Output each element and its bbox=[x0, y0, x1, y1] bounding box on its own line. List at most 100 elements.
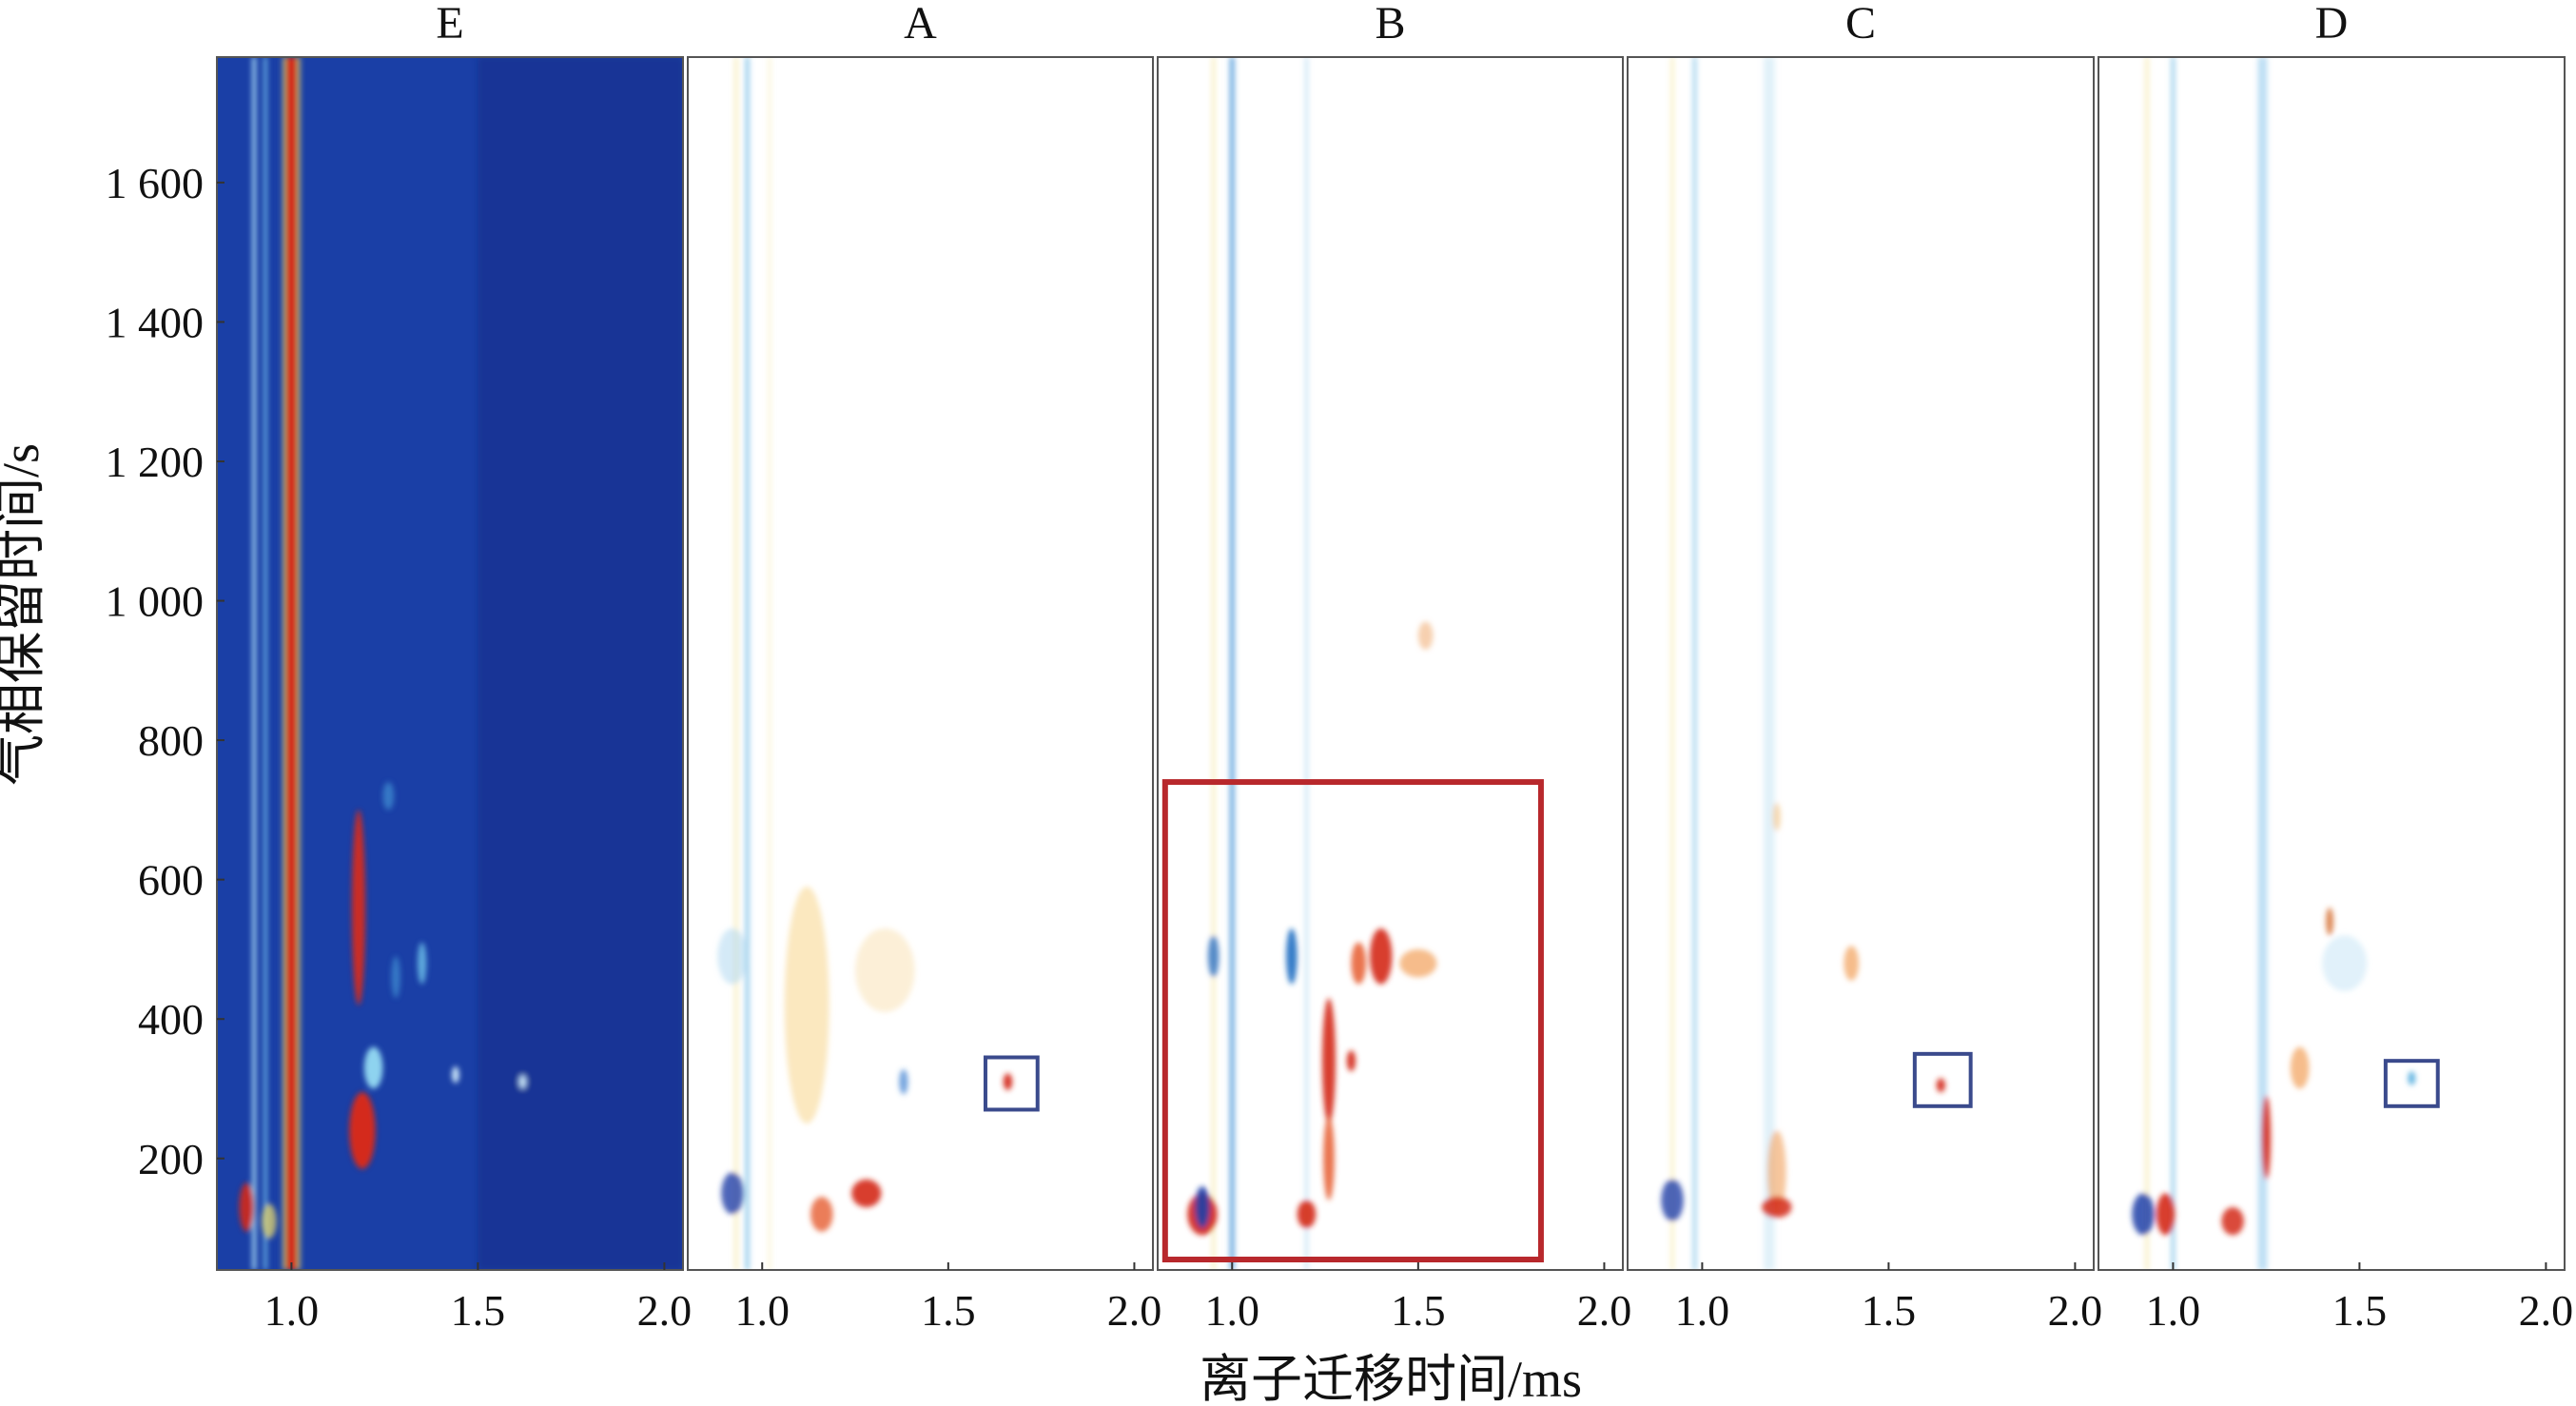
signal-peak bbox=[1767, 1130, 1786, 1215]
signal-peak bbox=[1285, 928, 1298, 985]
vertical-streak bbox=[1764, 57, 1775, 1270]
signal-peak bbox=[717, 928, 748, 985]
panel-frame bbox=[1157, 56, 1624, 1271]
signal-peak bbox=[2408, 1071, 2416, 1085]
panel-a: A 1.0 1.5 2.0 bbox=[687, 0, 1162, 1335]
panel-label: D bbox=[2315, 0, 2349, 49]
signal-peak bbox=[2132, 1193, 2155, 1236]
signal-peak bbox=[2261, 1095, 2272, 1180]
signal-peak bbox=[349, 1092, 376, 1169]
vertical-streak bbox=[1670, 57, 1674, 1270]
x-tick-label: 1.0 bbox=[2146, 1286, 2201, 1335]
panel-frame bbox=[2098, 56, 2566, 1271]
signal-peak bbox=[518, 1074, 527, 1089]
x-tick-label: 1.0 bbox=[1675, 1286, 1730, 1335]
signal-peak bbox=[417, 942, 427, 985]
signal-peak bbox=[1351, 942, 1367, 985]
signal-peak bbox=[855, 928, 915, 1012]
signal-peak bbox=[2290, 1046, 2310, 1089]
signal-peak bbox=[1369, 928, 1393, 985]
signal-peak bbox=[899, 1068, 908, 1095]
signal-peak bbox=[1936, 1078, 1945, 1093]
highlight-box bbox=[1912, 1051, 1973, 1108]
highlight-box bbox=[1161, 779, 1544, 1263]
vertical-streak bbox=[1229, 57, 1235, 1270]
signal-peak bbox=[851, 1179, 882, 1208]
y-axis-label: 气相保留时间/s bbox=[0, 443, 49, 786]
panel-label: E bbox=[436, 0, 463, 49]
signal-peak bbox=[810, 1197, 833, 1232]
signal-peak bbox=[1207, 935, 1220, 978]
vertical-streak bbox=[2145, 57, 2149, 1270]
signal-peak bbox=[391, 956, 400, 999]
signal-peak bbox=[2322, 935, 2368, 991]
y-tick-label: 800 bbox=[138, 716, 204, 765]
signal-peak bbox=[1762, 1197, 1792, 1219]
vertical-streak bbox=[2257, 57, 2268, 1270]
x-tick-label: 2.0 bbox=[2519, 1286, 2574, 1335]
panel-label: C bbox=[1845, 0, 1876, 49]
panels-group: E 1.0 1.5 2.0 A 1.0 1.5 2.0 B 1.0 1.5 2.0 C 1.0 1.5 2.0… bbox=[216, 0, 2573, 1335]
vertical-streak bbox=[768, 57, 771, 1270]
vertical-streak bbox=[285, 57, 298, 1270]
vertical-streak bbox=[251, 57, 257, 1270]
y-tick-label: 1 200 bbox=[106, 438, 205, 486]
signal-peak bbox=[1321, 998, 1336, 1124]
y-tick-label: 600 bbox=[138, 856, 204, 905]
x-tick-label: 1.0 bbox=[734, 1286, 790, 1335]
y-tick-label: 1 000 bbox=[106, 577, 205, 626]
x-tick-label: 1.5 bbox=[1862, 1286, 1917, 1335]
x-tick-label: 1.5 bbox=[1391, 1286, 1446, 1335]
signal-peak bbox=[1323, 1116, 1335, 1201]
signal-peak bbox=[239, 1182, 255, 1232]
panel-background bbox=[2098, 57, 2565, 1270]
vertical-streak bbox=[297, 57, 301, 1270]
panel-label: A bbox=[904, 0, 937, 49]
vertical-streak bbox=[1211, 57, 1216, 1270]
vertical-streak bbox=[745, 57, 750, 1270]
panel-background bbox=[688, 57, 1153, 1270]
panel-c: C 1.0 1.5 2.0 bbox=[1627, 0, 2103, 1335]
panel-b: B 1.0 1.5 2.0 bbox=[1157, 0, 1632, 1335]
signal-peak bbox=[1346, 1050, 1356, 1072]
signal-peak bbox=[721, 1172, 744, 1215]
highlight-box bbox=[2383, 1059, 2440, 1108]
x-tick-label: 2.0 bbox=[2048, 1286, 2103, 1335]
x-tick-label: 2.0 bbox=[637, 1286, 693, 1335]
signal-peak bbox=[262, 1203, 277, 1240]
panel-e: E 1.0 1.5 2.0 bbox=[216, 0, 693, 1335]
x-tick-label: 1.5 bbox=[921, 1286, 976, 1335]
x-tick-label: 2.0 bbox=[1107, 1286, 1162, 1335]
vertical-streak bbox=[282, 57, 286, 1270]
x-tick-label: 1.0 bbox=[1204, 1286, 1259, 1335]
x-tick-label: 1.0 bbox=[264, 1286, 320, 1335]
y-tick-label: 400 bbox=[138, 995, 204, 1044]
panel-frame bbox=[1627, 56, 2095, 1271]
x-tick-label: 1.5 bbox=[2332, 1286, 2388, 1335]
vertical-streak bbox=[1692, 57, 1697, 1270]
signal-peak bbox=[451, 1066, 459, 1084]
signal-peak bbox=[784, 886, 829, 1124]
panel-frame bbox=[216, 56, 684, 1271]
signal-peak bbox=[2156, 1193, 2176, 1236]
signal-peak bbox=[382, 782, 395, 810]
signal-peak bbox=[1844, 946, 1860, 981]
signal-peak bbox=[1195, 1186, 1210, 1229]
signal-peak bbox=[1297, 1200, 1317, 1229]
signal-peak bbox=[351, 810, 366, 1006]
panel-frame bbox=[687, 56, 1154, 1271]
signal-peak bbox=[1003, 1073, 1013, 1090]
y-tick-label: 1 400 bbox=[106, 298, 205, 346]
y-tick-label: 1 600 bbox=[106, 159, 205, 207]
signal-peak bbox=[2221, 1207, 2244, 1236]
panel-d: D 1.0 1.5 2.0 bbox=[2098, 0, 2573, 1335]
vertical-streak bbox=[1304, 57, 1309, 1270]
signal-peak bbox=[1772, 803, 1781, 831]
x-tick-label: 2.0 bbox=[1577, 1286, 1632, 1335]
highlight-box bbox=[983, 1055, 1040, 1112]
x-tick-label: 1.5 bbox=[451, 1286, 506, 1335]
y-tick-label: 200 bbox=[138, 1135, 204, 1183]
signal-peak bbox=[2326, 907, 2334, 936]
panel-background bbox=[1628, 57, 2094, 1270]
